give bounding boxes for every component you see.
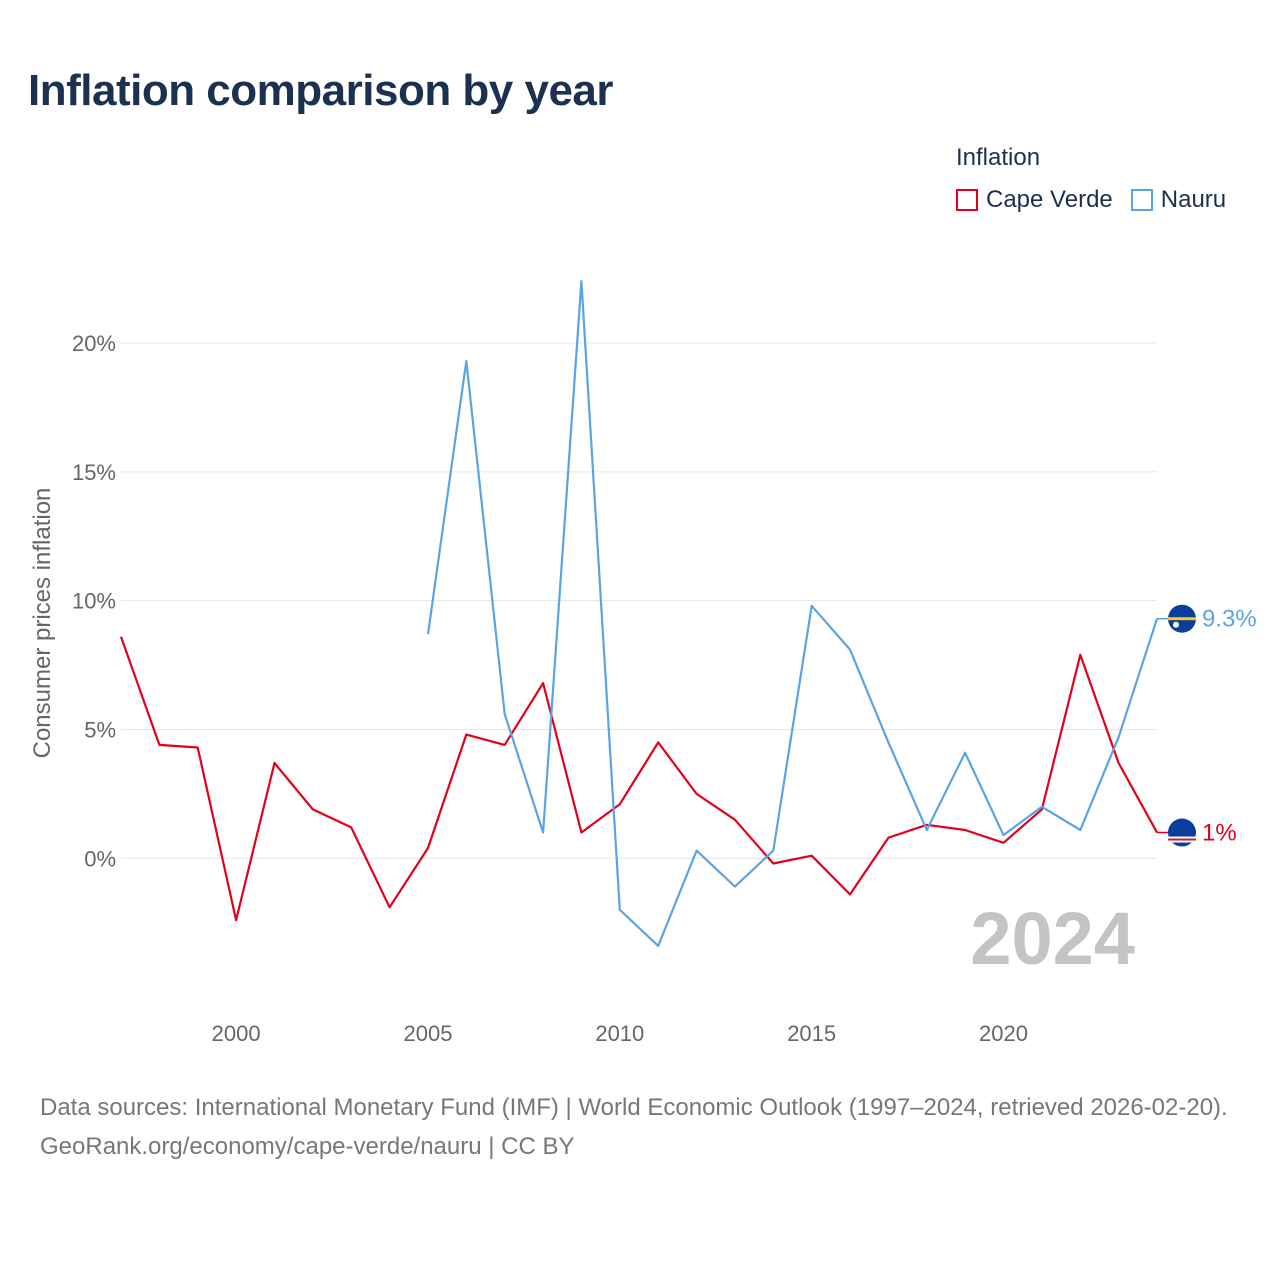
legend: Inflation Cape Verde Nauru	[956, 144, 1226, 214]
y-axis-label: Consumer prices inflation	[29, 488, 56, 759]
x-tick-label: 2005	[403, 1021, 452, 1046]
footer: Data sources: International Monetary Fun…	[40, 1088, 1250, 1166]
data-sources: Data sources: International Monetary Fun…	[40, 1094, 1228, 1121]
legend-label-nauru: Nauru	[1160, 186, 1227, 213]
y-axis-tick-labels: 0% 5% 10% 15% 20%	[72, 331, 116, 871]
flag-stripe	[1168, 617, 1196, 621]
end-value-label-cape-verde: 1%	[1202, 820, 1237, 847]
flag-stripe	[1168, 840, 1196, 843]
series-lines	[119, 280, 1159, 948]
x-axis-tick-labels: 2000 2005 2010 2015 2020	[212, 1021, 1028, 1046]
y-tick-label: 0%	[84, 846, 116, 871]
legend-label-cape-verde: Cape Verde	[986, 186, 1113, 213]
flag-marker-nauru	[1168, 604, 1196, 633]
series-line-cape-verde	[119, 636, 1158, 922]
legend-item-nauru[interactable]: Nauru	[1130, 186, 1227, 214]
legend-swatch-nauru	[1130, 189, 1153, 211]
flag-stripe	[1168, 836, 1196, 839]
flag-marker-cape-verde	[1168, 818, 1196, 847]
line-chart: 0% 5% 10% 15% 20% 2000 2005 2010 2015 2020 Consu…	[29, 280, 1257, 1046]
legend-item-cape-verde[interactable]: Cape Verde	[956, 186, 1113, 214]
flag-star	[1173, 621, 1179, 628]
y-tick-label: 10%	[72, 589, 116, 614]
chart-title: Inflation comparison by year	[28, 66, 614, 115]
y-tick-label: 20%	[72, 331, 116, 356]
credit-link[interactable]: GeoRank.org/economy/cape-verde/nauru | C…	[40, 1133, 575, 1160]
x-tick-label: 2015	[787, 1021, 836, 1046]
x-tick-label: 2010	[595, 1021, 644, 1046]
flag-stripe	[1168, 838, 1196, 841]
end-value-label-nauru: 9.3%	[1202, 606, 1257, 633]
y-tick-label: 5%	[84, 717, 116, 742]
series-end-markers: 1% 9.3%	[1157, 604, 1257, 847]
y-tick-label: 15%	[72, 460, 116, 485]
legend-title: Inflation	[956, 144, 1041, 171]
x-tick-label: 2000	[212, 1021, 261, 1046]
series-line-nauru	[426, 280, 1159, 948]
year-watermark: 2024	[970, 897, 1135, 980]
legend-swatch-cape-verde	[956, 189, 978, 211]
gridlines	[121, 342, 1157, 859]
x-tick-label: 2020	[979, 1021, 1028, 1046]
